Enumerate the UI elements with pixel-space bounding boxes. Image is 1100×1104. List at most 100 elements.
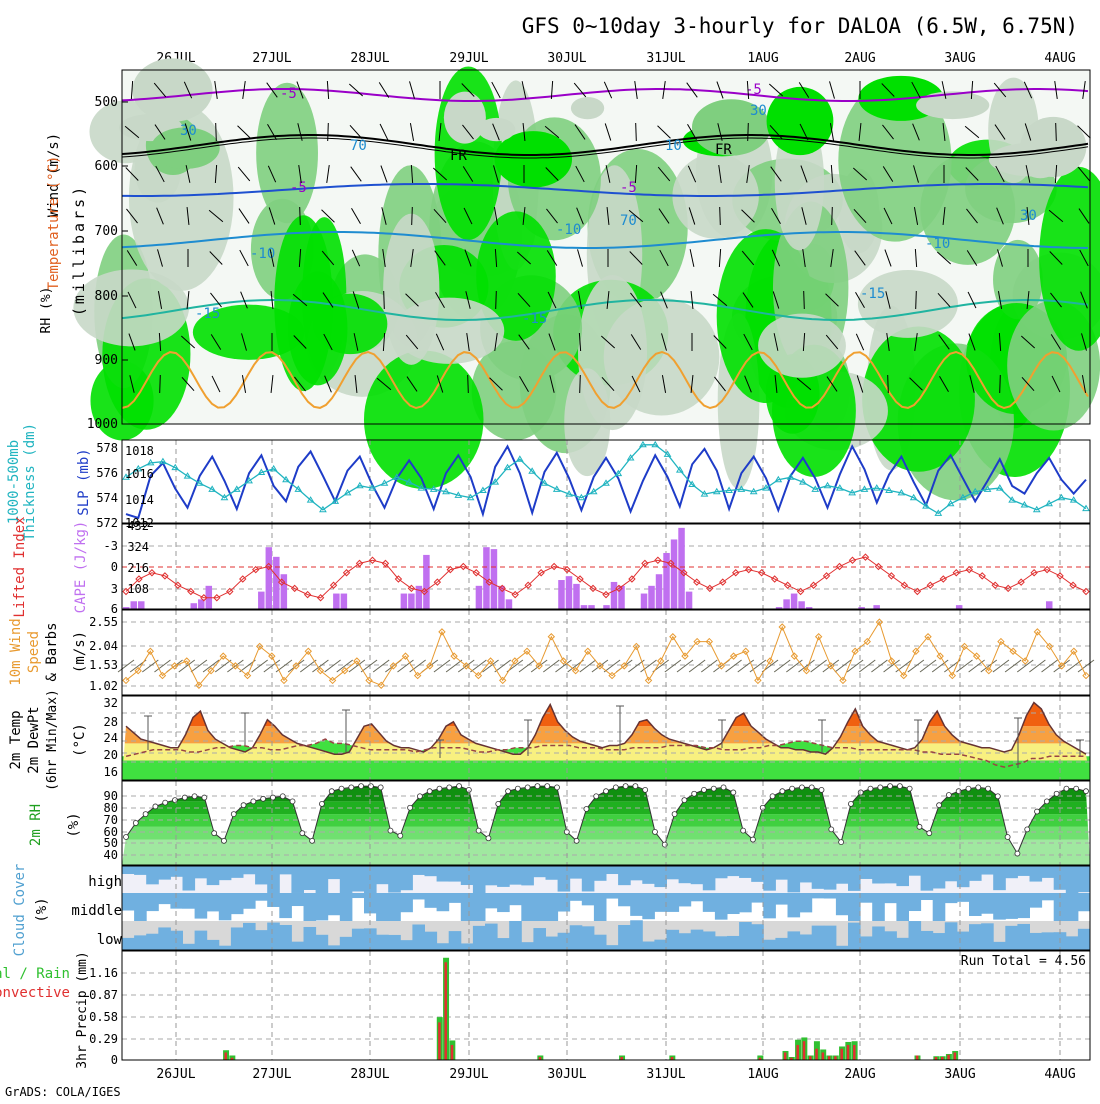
thickness-point [737,485,746,492]
wind10-barb [895,659,913,673]
thickness-point [712,487,721,495]
cloud-mid-bar [206,893,220,912]
rh2m-point [965,785,972,792]
wind-barb [492,123,500,141]
wind-barb [687,165,697,183]
wind10-point [146,647,155,655]
cloud-low-bar [956,931,970,950]
wind-barb [351,207,361,225]
wind-barb [268,207,276,225]
cloud-high-bar [230,866,244,878]
wind-barb [628,209,644,223]
rh2m-point [162,799,169,806]
cloud-low-bar [787,931,801,950]
rh2m-point [975,784,982,791]
wind10-barb [579,659,597,673]
rh2m-point [230,811,237,817]
rh2m-frame [121,780,1091,866]
wind-barb [157,291,163,309]
lifted-index-point [563,565,571,574]
wind-barb [690,374,694,394]
wind-barb [214,81,218,99]
cloud-low-bar [993,941,1006,950]
thickness-point [294,485,303,492]
rh2m-point [1034,808,1040,815]
rh2m-point [1073,785,1080,792]
precip-ytick: 0.58 [89,1010,118,1024]
wind10-point [851,647,859,655]
precip-conv-bar [796,1044,799,1060]
wind-barb [747,122,749,142]
cape-bar [138,601,145,609]
cloud-low-bar [448,931,462,950]
rh2m-point [211,830,218,837]
wind-barb [241,333,247,351]
cape-bar [648,585,655,609]
rh2m-point [877,784,884,791]
bottom-date-label: 29JUL [449,1067,488,1082]
rh2m-point [857,789,864,796]
cloud-mid-bar [569,893,583,901]
wind-barb [717,123,723,141]
cloud-high-bar [618,866,631,886]
cloud-mid-bar [981,893,994,914]
thickness-point [282,475,290,483]
top-date-label: 29JUL [449,51,488,66]
wind-barb [380,165,388,183]
wind-barb [214,164,218,184]
precip-conv-bar [846,1044,850,1060]
cloud-high-bar [993,866,1006,891]
cape-ytick-left: 0 [111,560,118,574]
lifted-index-point [355,559,364,568]
wind10-barb [603,659,621,673]
cloud-low-bar [1017,923,1030,950]
wind10-barb [312,659,329,673]
top-date-label: 30JUL [547,51,586,66]
rh2m-point [191,793,198,800]
cloud-mid-bar [182,893,196,909]
wind10-speed-line [125,620,1087,687]
upper-ytick: 700 [95,224,118,239]
cloud-low-bar [569,925,583,950]
cape-bar [685,591,693,609]
cloud-mid-bar [1065,893,1079,921]
rh2m-point [779,788,786,795]
wind10-barb [737,659,755,673]
wind-barb [546,250,558,266]
cloud-high-bar [569,866,583,879]
rh2m-point [132,820,139,826]
wind-barb [180,335,196,349]
wind10-point [316,667,325,675]
wind10-barb [178,659,196,673]
upper-frame [121,69,1091,425]
lifted-index-point [744,565,753,574]
cloud-mid-bar [485,893,498,909]
wind-barb [185,165,191,183]
lifted-index-point [978,572,986,580]
rh-region [394,297,505,364]
cloud-low-bar [714,936,728,950]
wind-barb [322,292,334,308]
wind10-point [1057,662,1066,670]
wind-barb [774,374,778,394]
thickness-point [602,479,610,486]
precip-ytick: 0.29 [89,1032,118,1046]
thickness-point [122,473,130,480]
cloud-mid-bar [606,893,619,899]
wind-barb [210,292,222,308]
wind-barb [1079,249,1089,267]
thickness-point [897,488,906,496]
precip-conv-bar [783,1052,787,1060]
thickness-point [540,479,549,486]
rh2m-point [769,793,776,800]
wind-barb [435,333,445,351]
cloud-high-bar [835,866,849,884]
wind10-barb [931,659,949,673]
rh-band [122,826,1090,840]
cloud-high-bar [158,866,171,880]
thickness-point [491,478,500,485]
rh2m-point [838,839,845,845]
wind-barb [855,333,865,351]
wind-barb [411,206,413,226]
slp-left-label2: Thickness (dm) [22,423,38,541]
